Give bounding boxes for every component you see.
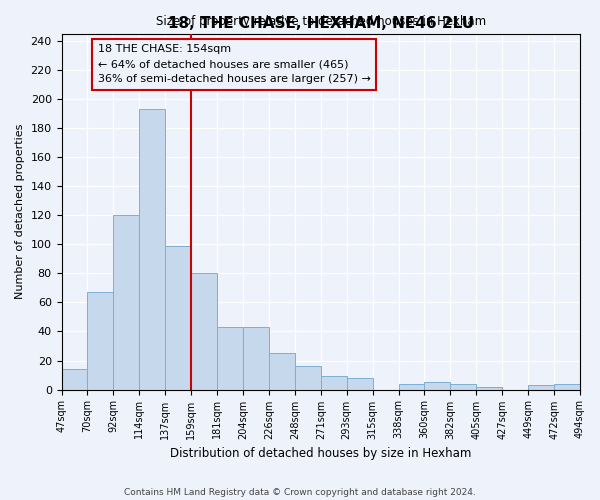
Bar bbox=[113, 216, 139, 390]
Text: Size of property relative to detached houses in Hexham: Size of property relative to detached ho… bbox=[156, 16, 486, 28]
Bar bbox=[295, 366, 321, 390]
Title: 18, THE CHASE, HEXHAM, NE46 2LU: 18, THE CHASE, HEXHAM, NE46 2LU bbox=[168, 16, 474, 31]
Bar bbox=[88, 292, 113, 390]
Bar bbox=[243, 327, 269, 390]
Y-axis label: Number of detached properties: Number of detached properties bbox=[15, 124, 25, 300]
Bar bbox=[191, 274, 217, 390]
Bar bbox=[347, 378, 373, 390]
Bar bbox=[62, 369, 88, 390]
Bar bbox=[424, 382, 451, 390]
Bar bbox=[139, 110, 165, 390]
Bar bbox=[554, 384, 580, 390]
Text: 18 THE CHASE: 154sqm
← 64% of detached houses are smaller (465)
36% of semi-deta: 18 THE CHASE: 154sqm ← 64% of detached h… bbox=[98, 44, 371, 84]
Bar bbox=[451, 384, 476, 390]
Bar bbox=[398, 384, 424, 390]
X-axis label: Distribution of detached houses by size in Hexham: Distribution of detached houses by size … bbox=[170, 447, 472, 460]
Bar bbox=[217, 327, 243, 390]
Bar bbox=[476, 386, 502, 390]
Text: Contains HM Land Registry data © Crown copyright and database right 2024.: Contains HM Land Registry data © Crown c… bbox=[124, 488, 476, 497]
Bar bbox=[528, 385, 554, 390]
Bar bbox=[321, 376, 347, 390]
Bar bbox=[269, 354, 295, 390]
Bar bbox=[165, 246, 191, 390]
